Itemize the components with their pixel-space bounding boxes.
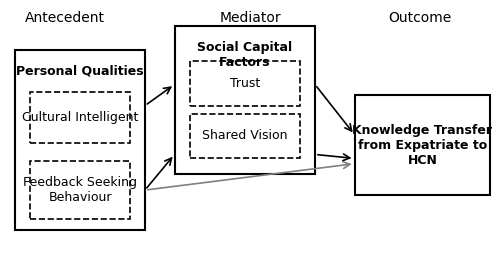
FancyBboxPatch shape bbox=[15, 50, 145, 230]
FancyBboxPatch shape bbox=[175, 26, 315, 174]
Text: Knowledge Transfer
from Expatriate to
HCN: Knowledge Transfer from Expatriate to HC… bbox=[352, 124, 492, 167]
Text: Shared Vision: Shared Vision bbox=[202, 129, 288, 143]
FancyBboxPatch shape bbox=[30, 161, 130, 219]
Text: Personal Qualities: Personal Qualities bbox=[16, 65, 144, 78]
FancyBboxPatch shape bbox=[355, 95, 490, 195]
FancyBboxPatch shape bbox=[190, 61, 300, 106]
Text: Antecedent: Antecedent bbox=[25, 11, 105, 25]
FancyBboxPatch shape bbox=[30, 92, 130, 143]
Text: Social Capital
Factors: Social Capital Factors bbox=[198, 41, 292, 69]
Text: Cultural Intelligent: Cultural Intelligent bbox=[22, 111, 138, 124]
Text: Feedback Seeking
Behaviour: Feedback Seeking Behaviour bbox=[23, 176, 137, 204]
FancyBboxPatch shape bbox=[190, 114, 300, 158]
Text: Mediator: Mediator bbox=[219, 11, 281, 25]
Text: Outcome: Outcome bbox=[388, 11, 452, 25]
Text: Trust: Trust bbox=[230, 77, 260, 90]
